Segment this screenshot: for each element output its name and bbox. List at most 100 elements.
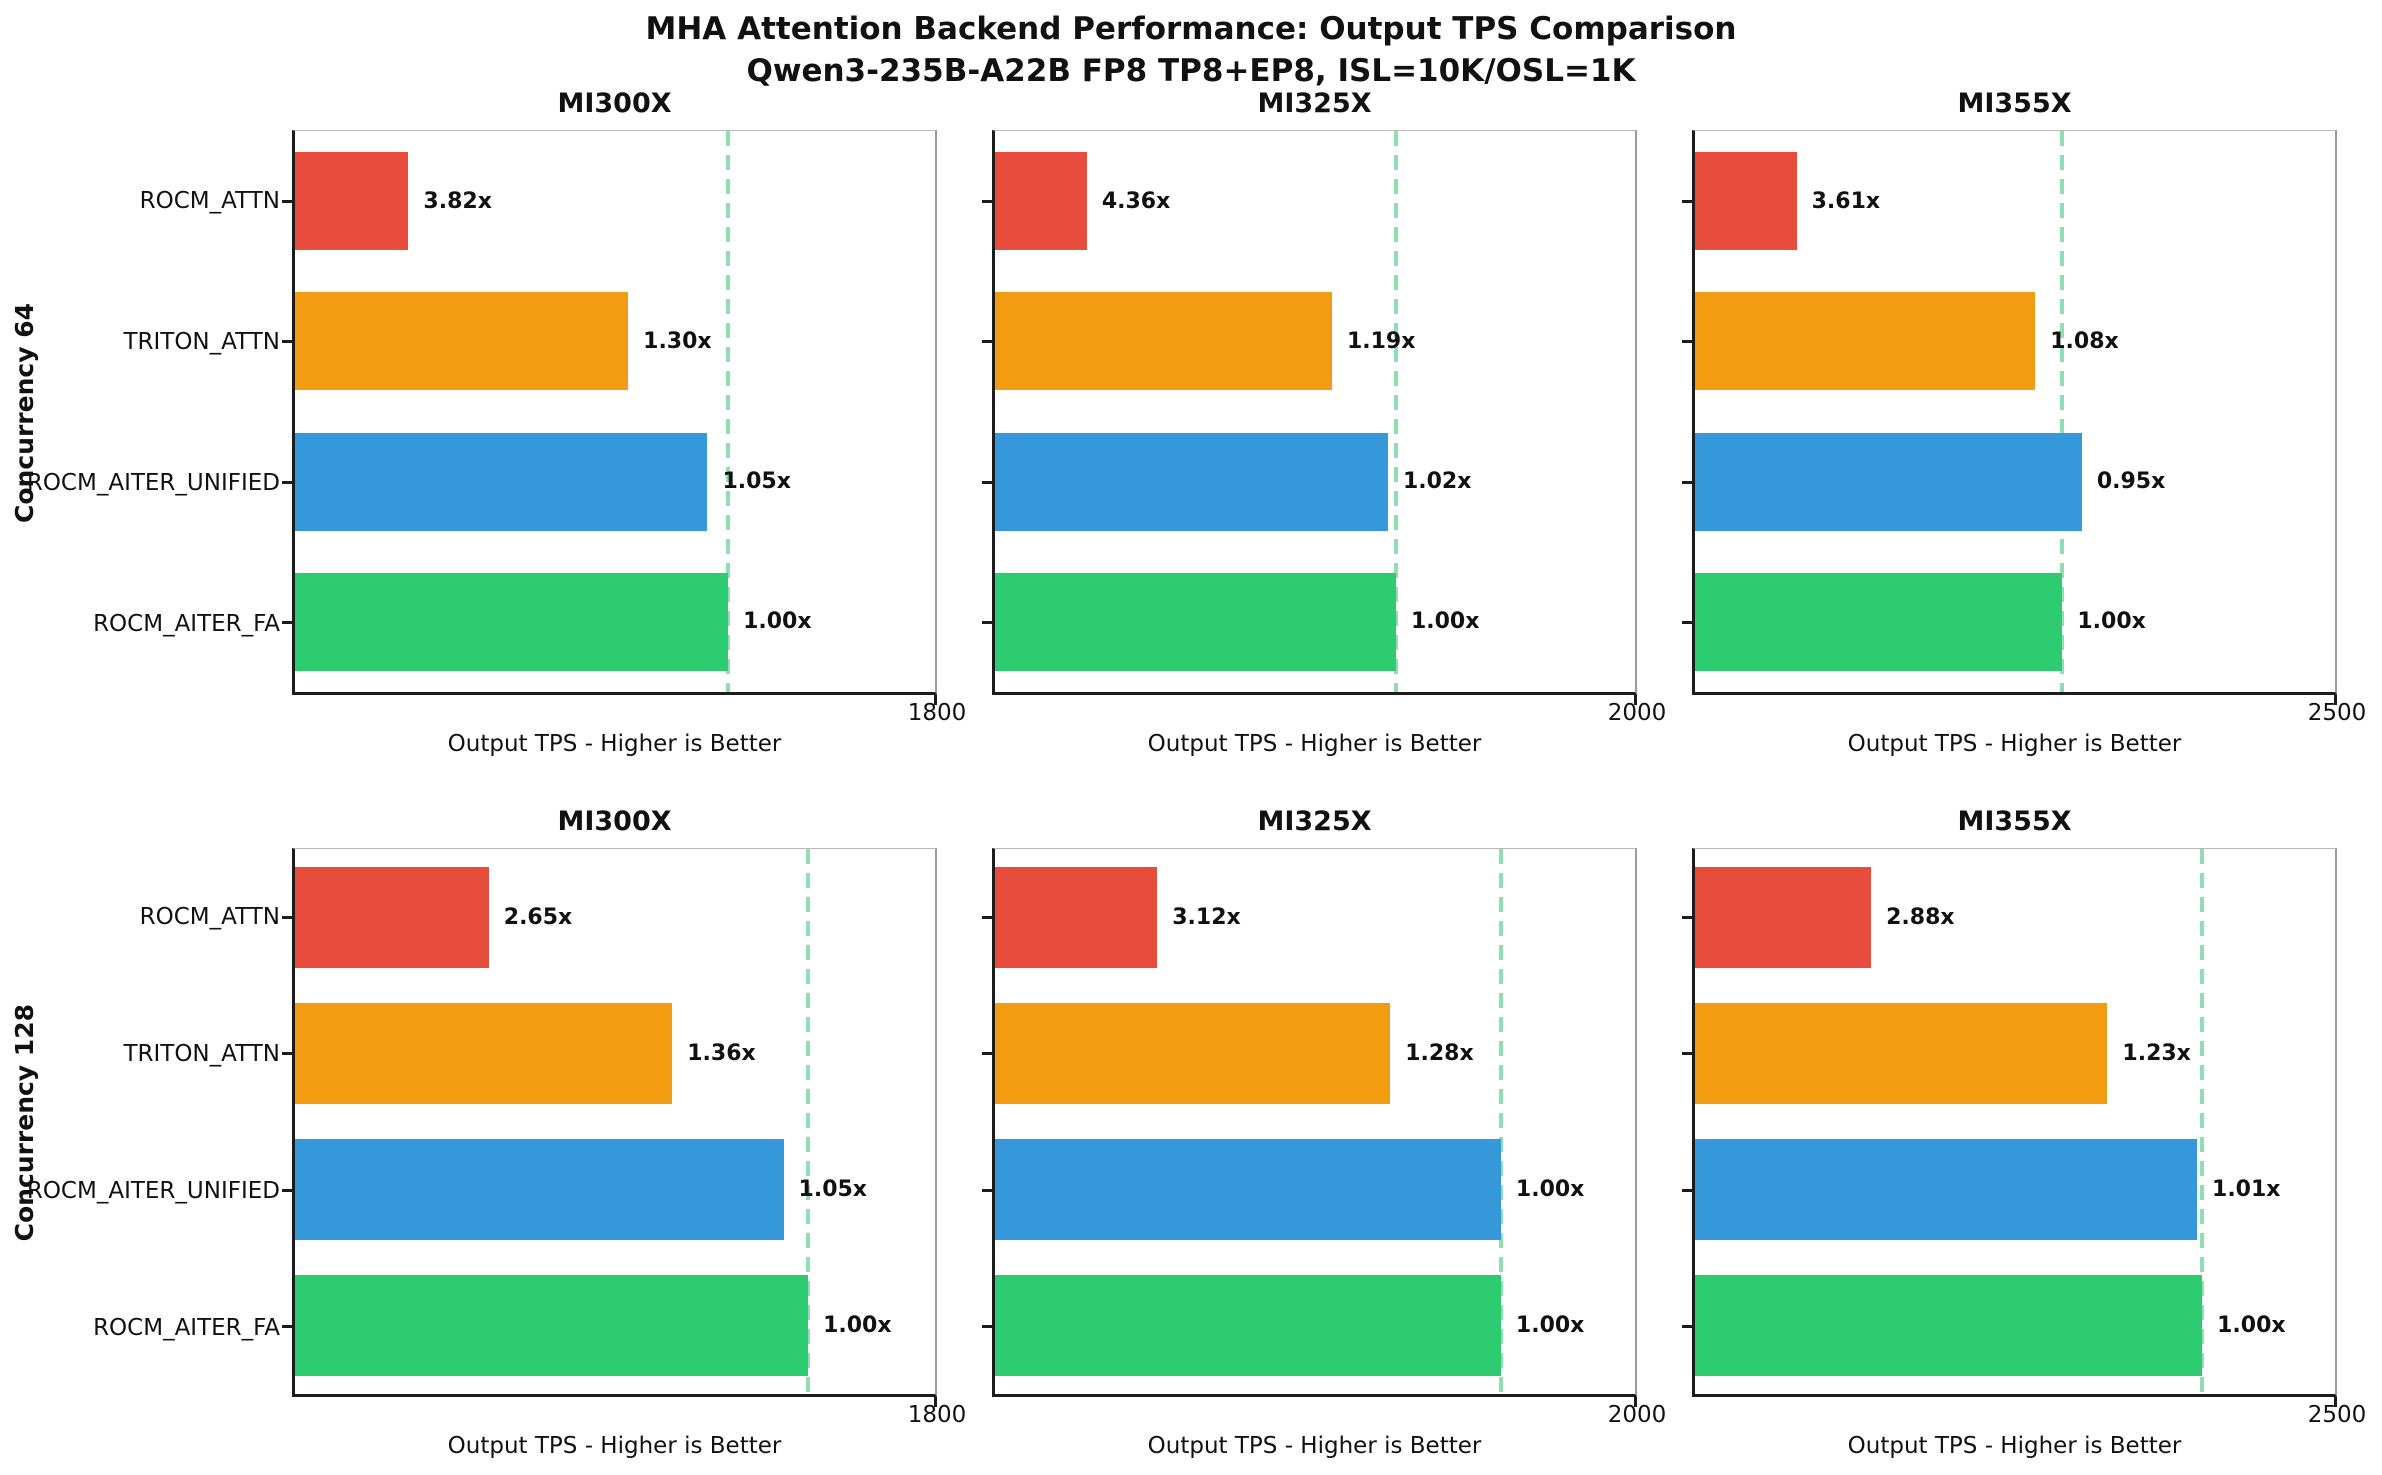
subplot-c128-mi355x: MI355X 2.88x 1.23x 1.01x 1.00x (1682, 804, 2366, 1459)
bar-slot: 2.88x (1682, 849, 2335, 985)
subplot-title: MI355X (1957, 806, 2072, 837)
bar-value-label: 2.88x (1886, 904, 1955, 930)
baseline-dashed-line (2060, 131, 2065, 692)
bar-slot: 1.30x (282, 271, 935, 411)
bar-slot: 3.61x (1682, 131, 2335, 271)
bar-value-label: 1.28x (1405, 1040, 1474, 1066)
category-label: ROCM_ATTN (139, 903, 280, 930)
baseline-dashed-line (1393, 131, 1398, 692)
bar-value-label: 1.30x (643, 328, 712, 354)
bar-value-label: 1.00x (1410, 609, 1480, 635)
subplot-title: MI355X (1957, 88, 2072, 119)
bar-value-label: 3.12x (1172, 904, 1241, 930)
bar-rocm-aiter-fa (995, 1275, 1501, 1377)
bar-value-label: 1.23x (2122, 1040, 2191, 1066)
subplot-c64-mi355x: MI355X 3.61x 1.08x 0.95x 1.00x (1682, 86, 2367, 757)
x-axis-max-tick: 2000 (1607, 1402, 1667, 1428)
bar-slot: 1.02x (982, 412, 1635, 552)
bar-value-label: 1.08x (2050, 328, 2119, 354)
y-axis-row-label: Concurrency 64 (9, 302, 39, 523)
bar-slot: 3.82x (282, 131, 935, 271)
bar-rocm-attn (1695, 866, 1872, 968)
x-axis-max-tick: 1800 (907, 1402, 967, 1428)
subplot-title: MI325X (1257, 88, 1372, 119)
bar-value-label: 1.19x (1346, 328, 1416, 354)
x-axis-max-tick: 2000 (1607, 700, 1667, 726)
bar-slot: 1.36x (282, 985, 935, 1121)
subplot-title: MI300X (557, 806, 672, 837)
bar-slot: 1.00x (282, 1258, 935, 1394)
bar-slot: 1.23x (1682, 985, 2335, 1121)
bar-rocm-aiter-unified (995, 432, 1388, 531)
bar-value-label: 1.00x (2077, 609, 2146, 635)
bar-rocm-aiter-unified (1695, 1139, 2198, 1241)
bar-value-label: 2.65x (503, 904, 573, 930)
subplot-c64-mi325x: MI325X 4.36x 1.19x 1.02x 1.00x (982, 86, 1667, 757)
x-axis-label: Output TPS - Higher is Better (1847, 731, 2182, 757)
bar-value-label: 1.00x (743, 609, 812, 635)
plot-area: 2.88x 1.23x 1.01x 1.00x (1682, 848, 2337, 1407)
bar-slot: 1.01x (1682, 1122, 2335, 1258)
bar-slot: 1.00x (982, 1122, 1635, 1258)
bar-rocm-aiter-fa (1695, 572, 2063, 671)
bar-rocm-aiter-fa (295, 1275, 809, 1377)
bar-value-label: 4.36x (1101, 188, 1171, 214)
bar-slot: 0.95x (1682, 412, 2335, 552)
bar-slot: 4.36x (982, 131, 1635, 271)
bar-value-label: 1.05x (798, 1177, 868, 1203)
bar-slot: 1.28x (982, 985, 1635, 1121)
bar-rocm-aiter-fa (1695, 1275, 2203, 1377)
category-labels: ROCM_ATTN TRITON_ATTN ROCM_AITER_UNIFIED… (26, 848, 292, 1397)
plot-area: 3.82x 1.30x 1.05x 1.00x (282, 130, 937, 705)
x-axis-label: Output TPS - Higher is Better (447, 1433, 782, 1459)
y-axis-row-label: Concurrency 128 (9, 1003, 39, 1242)
subplot-title: MI300X (557, 88, 672, 119)
bar-slot: 1.00x (1682, 552, 2335, 692)
category-labels: ROCM_ATTN TRITON_ATTN ROCM_AITER_UNIFIED… (26, 130, 292, 695)
bar-value-label: 1.36x (687, 1040, 756, 1066)
x-axis-label: Output TPS - Higher is Better (1847, 1433, 2182, 1459)
bar-triton-attn (1695, 292, 2036, 391)
bar-triton-attn (295, 1002, 673, 1104)
bar-rocm-attn (995, 866, 1158, 968)
bar-rocm-aiter-unified (295, 432, 708, 531)
row-concurrency-64: Concurrency 64 ROCM_ATTN TRITON_ATTN ROC… (0, 86, 2367, 757)
bar-slot: 1.19x (982, 271, 1635, 411)
bar-value-label: 1.05x (722, 469, 791, 495)
bar-slot: 3.12x (982, 849, 1635, 985)
subplot-title: MI325X (1257, 806, 1372, 837)
bar-value-label: 1.01x (2212, 1177, 2281, 1203)
bar-slot: 1.00x (982, 552, 1635, 692)
x-axis-label: Output TPS - Higher is Better (1147, 1433, 1482, 1459)
bar-value-label: 1.00x (823, 1313, 892, 1339)
bar-value-label: 1.00x (1515, 1177, 1585, 1203)
bar-value-label: 3.61x (1811, 188, 1881, 214)
bar-rocm-attn (295, 152, 409, 251)
category-label: ROCM_AITER_UNIFIED (26, 470, 280, 497)
plot-area: 3.12x 1.28x 1.00x 1.00x (982, 848, 1637, 1407)
baseline-dashed-line (2200, 849, 2205, 1394)
category-label: ROCM_AITER_UNIFIED (26, 1178, 280, 1205)
bar-triton-attn (295, 292, 629, 391)
category-label: ROCM_AITER_FA (93, 1315, 280, 1342)
row-concurrency-128: Concurrency 128 ROCM_ATTN TRITON_ATTN RO… (0, 804, 2367, 1459)
bar-slot: 2.65x (282, 849, 935, 985)
plot-area: 4.36x 1.19x 1.02x 1.00x (982, 130, 1637, 705)
bar-triton-attn (1695, 1002, 2108, 1104)
plot-area: 2.65x 1.36x 1.05x 1.00x (282, 848, 937, 1407)
bar-slot: 1.00x (982, 1258, 1635, 1394)
bar-slot: 1.08x (1682, 271, 2335, 411)
bar-rocm-attn (1695, 152, 1797, 251)
x-axis-max-tick: 1800 (907, 700, 967, 726)
bar-slot: 1.00x (1682, 1258, 2335, 1394)
baseline-dashed-line (806, 849, 811, 1394)
bar-rocm-attn (995, 152, 1087, 251)
baseline-dashed-line (1498, 849, 1503, 1394)
figure-title-line2: Qwen3-235B-A22B FP8 TP8+EP8, ISL=10K/OSL… (746, 53, 1636, 89)
bar-slot: 1.05x (282, 1122, 935, 1258)
subplot-c128-mi300x: MI300X 2.65x 1.36x 1.05x 1.00x (282, 804, 967, 1459)
x-axis-max-tick: 2500 (2307, 700, 2367, 726)
baseline-dashed-line (726, 131, 731, 692)
bar-value-label: 1.02x (1402, 469, 1472, 495)
